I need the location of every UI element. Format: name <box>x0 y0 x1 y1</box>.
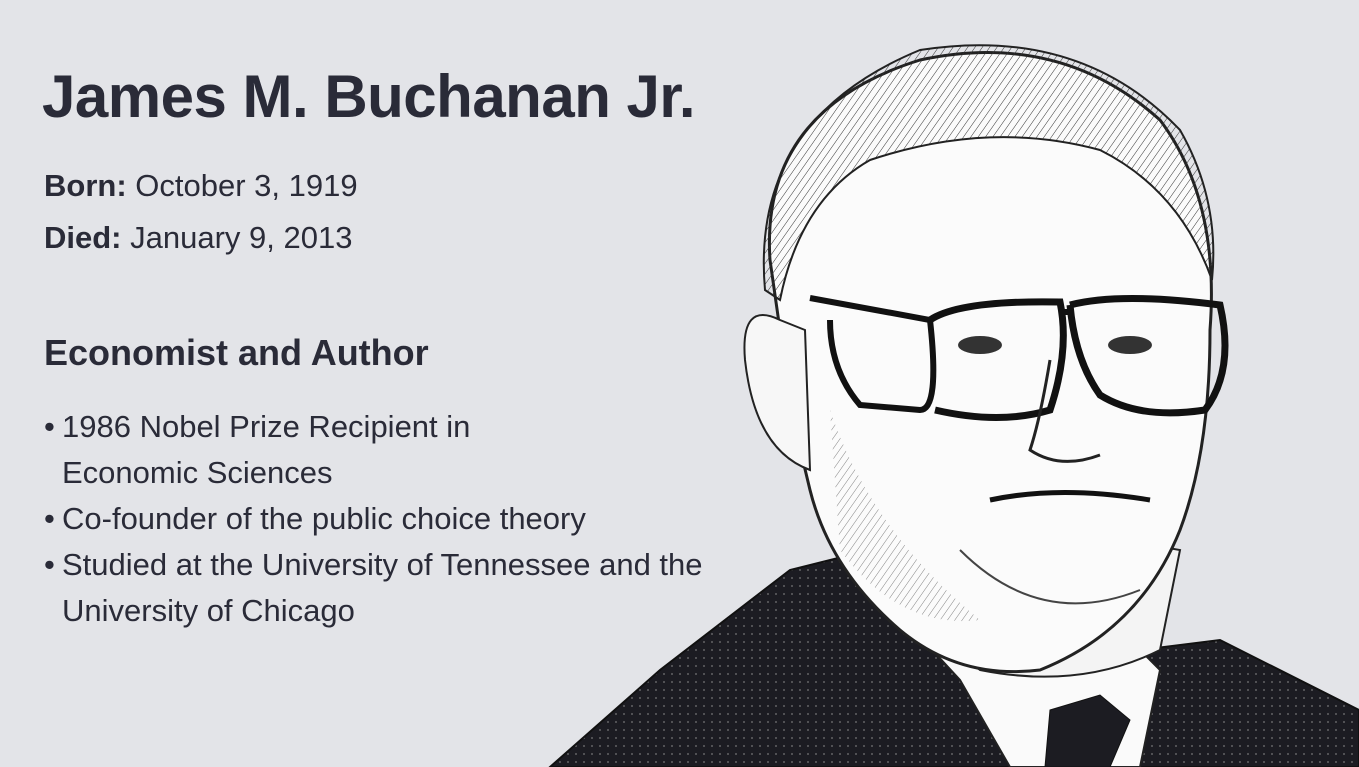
born-line: Born: October 3, 1919 <box>44 168 358 204</box>
died-label: Died: <box>44 220 122 255</box>
born-label: Born: <box>44 168 127 203</box>
portrait-illustration <box>548 44 1359 767</box>
subtitle: Economist and Author <box>44 332 429 373</box>
list-item: Studied at the University of Tennessee a… <box>44 542 712 634</box>
page-title: James M. Buchanan Jr. <box>42 63 696 130</box>
list-item: Co-founder of the public choice theory <box>44 496 724 542</box>
died-value: January 9, 2013 <box>130 220 353 255</box>
born-value: October 3, 1919 <box>135 168 358 203</box>
died-line: Died: January 9, 2013 <box>44 220 352 256</box>
list-item: 1986 Nobel Prize Recipient in Economic S… <box>44 404 562 496</box>
bullet-list: 1986 Nobel Prize Recipient in Economic S… <box>44 404 724 634</box>
